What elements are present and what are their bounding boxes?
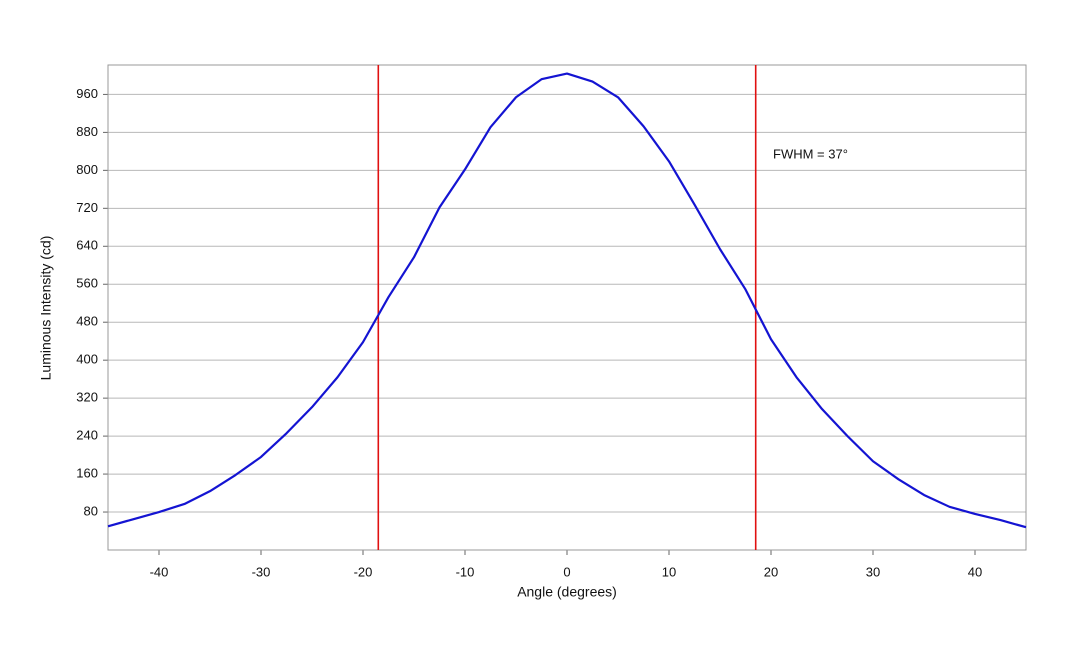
y-tick-label: 480 bbox=[76, 314, 98, 329]
y-tick-label: 640 bbox=[76, 238, 98, 253]
y-tick-label: 880 bbox=[76, 124, 98, 139]
y-tick-label: 160 bbox=[76, 466, 98, 481]
x-tick-label: -20 bbox=[354, 564, 373, 579]
x-tick-label: 30 bbox=[866, 564, 880, 579]
plot-frame bbox=[107, 64, 1027, 551]
y-tick-label: 240 bbox=[76, 428, 98, 443]
x-axis-title: Angle (degrees) bbox=[517, 584, 617, 600]
y-axis-title: Luminous Intensity (cd) bbox=[38, 236, 54, 381]
y-tick-label: 960 bbox=[76, 86, 98, 101]
x-tick-label: 0 bbox=[563, 564, 570, 579]
data-line bbox=[107, 72, 1027, 529]
x-tick-label: 20 bbox=[764, 564, 778, 579]
x-tick-label: 10 bbox=[662, 564, 676, 579]
x-tick-label: -40 bbox=[150, 564, 169, 579]
y-tick-label: 400 bbox=[76, 352, 98, 367]
x-tick-label: -30 bbox=[252, 564, 271, 579]
y-tick-label: 80 bbox=[84, 503, 98, 518]
x-tick-label: -10 bbox=[456, 564, 475, 579]
y-tick-label: 560 bbox=[76, 276, 98, 291]
y-tick-label: 320 bbox=[76, 390, 98, 405]
y-tick-label: 800 bbox=[76, 162, 98, 177]
y-tick-label: 720 bbox=[76, 200, 98, 215]
annotation: FWHM = 37° bbox=[773, 146, 848, 161]
x-tick-label: 40 bbox=[968, 564, 982, 579]
